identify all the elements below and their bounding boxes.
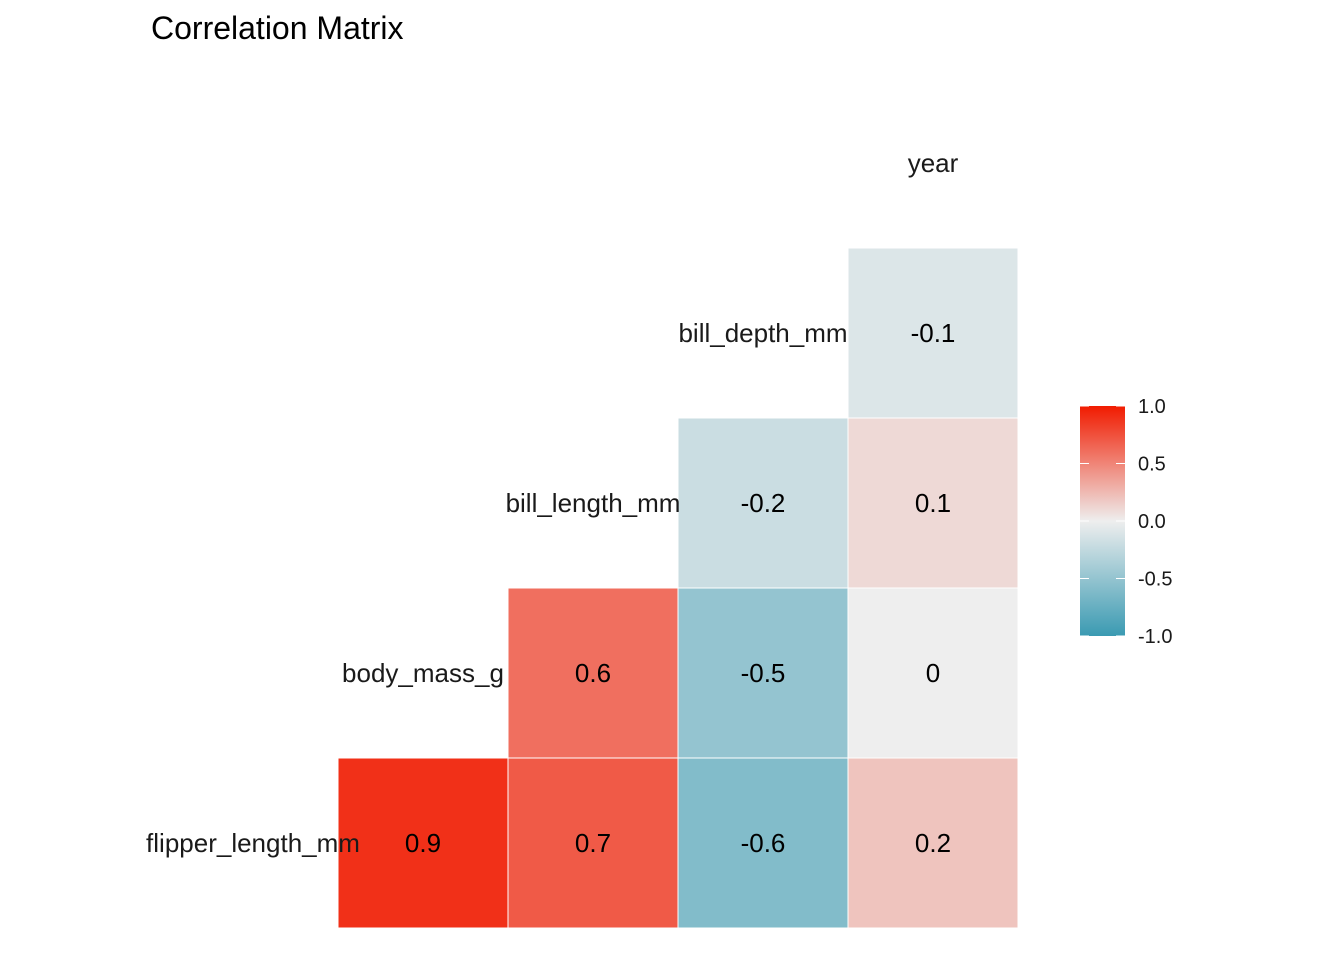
heatmap-cell-bill_length_mm-year bbox=[847, 417, 1019, 589]
heatmap-cell-body_mass_g-year bbox=[847, 587, 1019, 759]
cell-value-label: 0.1 bbox=[915, 488, 951, 518]
cell-value-label: 0.9 bbox=[405, 828, 441, 858]
chart-title: Correlation Matrix bbox=[151, 10, 404, 46]
cell-value-label: 0.6 bbox=[575, 658, 611, 688]
heatmap-cell-bill_length_mm-bill_depth_mm bbox=[677, 417, 849, 589]
variable-label-flipper_length_mm: flipper_length_mm bbox=[146, 828, 360, 858]
cell-value-label: 0.2 bbox=[915, 828, 951, 858]
heatmap-cell-body_mass_g-bill_length_mm bbox=[507, 587, 679, 759]
legend-tick-label: 1.0 bbox=[1138, 396, 1166, 418]
variable-label-bill_length_mm: bill_length_mm bbox=[506, 488, 681, 518]
variable-label-body_mass_g: body_mass_g bbox=[342, 658, 504, 688]
variable-label-bill_depth_mm: bill_depth_mm bbox=[678, 318, 847, 348]
cell-value-label: 0.7 bbox=[575, 828, 611, 858]
heatmap-cell-bill_depth_mm-year bbox=[847, 247, 1019, 419]
legend-tick-label: 0.5 bbox=[1138, 454, 1166, 476]
heatmap-cell-flipper_length_mm-bill_depth_mm bbox=[677, 757, 849, 929]
heatmap-cell-body_mass_g-bill_depth_mm bbox=[677, 587, 849, 759]
cell-value-label: -0.1 bbox=[911, 318, 956, 348]
variable-label-year: year bbox=[908, 148, 959, 178]
heatmap-cell-flipper_length_mm-body_mass_g bbox=[337, 757, 509, 929]
cell-value-label: -0.6 bbox=[741, 828, 786, 858]
legend-tick-label: 0.0 bbox=[1138, 511, 1166, 533]
cell-value-label: -0.5 bbox=[741, 658, 786, 688]
legend-tick-label: -0.5 bbox=[1138, 569, 1172, 591]
legend-tick-label: -1.0 bbox=[1138, 626, 1172, 648]
cell-value-label: -0.2 bbox=[741, 488, 786, 518]
heatmap-cells: 0.9 0.7 -0.6 0.2 0.6 -0.5 0 -0.2 0.1 -0.1 bbox=[337, 247, 1019, 929]
cell-value-label: 0 bbox=[926, 658, 940, 688]
variable-labels: flipper_length_mm body_mass_g bill_length_… bbox=[146, 148, 959, 858]
color-legend: 1.0 0.5 0.0 -0.5 -1.0 bbox=[1080, 396, 1172, 648]
heatmap-cell-flipper_length_mm-year bbox=[847, 757, 1019, 929]
